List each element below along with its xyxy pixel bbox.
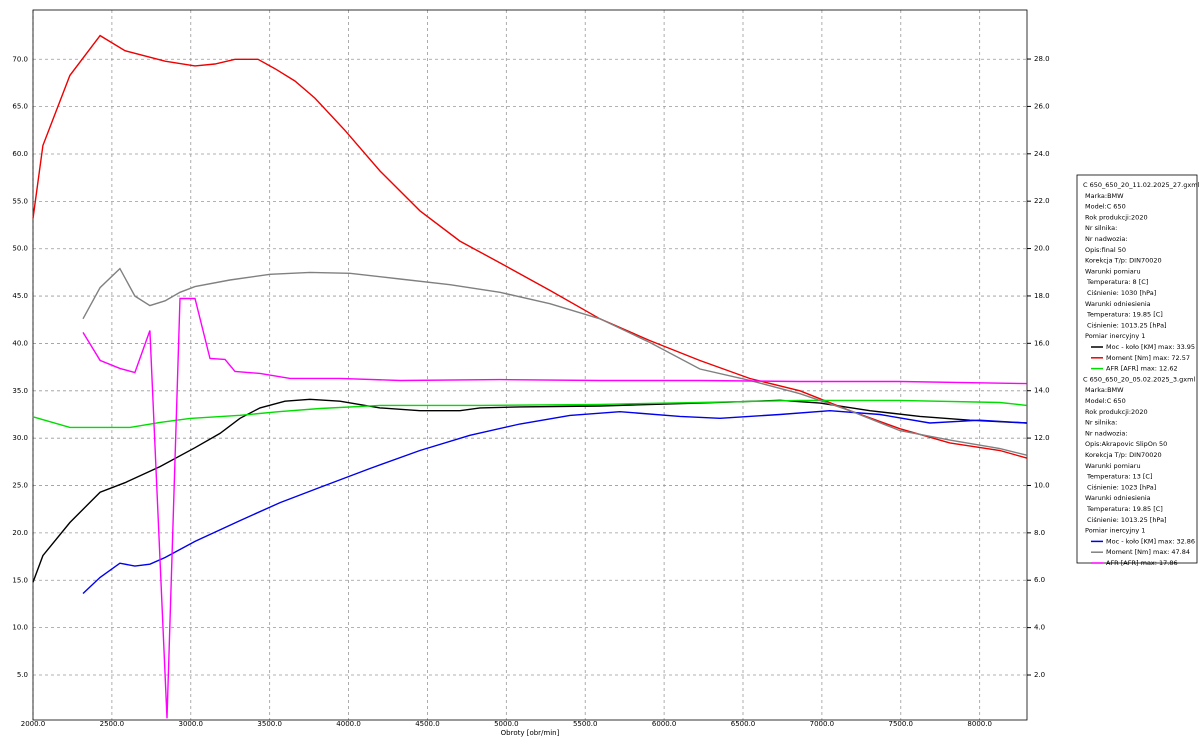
legend-text: Model:C 650	[1085, 203, 1126, 211]
y2-tick-label: 18.0	[1034, 292, 1050, 300]
y-tick-label: 35.0	[12, 387, 28, 395]
x-tick-label: 3000.0	[179, 720, 204, 728]
legend-entry: Moment [Nm] max: 47.84	[1106, 548, 1190, 556]
y-tick-label: 60.0	[12, 150, 28, 158]
legend-text: Warunki odniesienia	[1085, 300, 1151, 308]
legend: C 650_650_20_11.02.2025_27.gxml Marka:BMW…	[1076, 174, 1200, 567]
legend-text: Pomiar inercyjny 1	[1085, 332, 1145, 340]
series-line	[82, 409, 1027, 595]
x-tick-label: 4000.0	[336, 720, 361, 728]
legend-text: Korekcja T/p: DIN70020	[1085, 451, 1162, 459]
legend-text: Rok produkcji:2020	[1085, 213, 1148, 221]
legend-text: Ciśnienie: 1023 [hPa]	[1087, 483, 1156, 491]
x-axis-label: Obroty [obr/min]	[501, 729, 560, 737]
y-tick-label: 70.0	[12, 55, 28, 63]
legend-entry: Moment [Nm] max: 72.57	[1106, 354, 1190, 362]
legend-text: Opis:Akrapovic SlipOn 50	[1085, 440, 1167, 448]
x-tick-label: 2000.0	[21, 720, 46, 728]
y2-tick-label: 12.0	[1034, 434, 1050, 442]
legend-text: Warunki pomiaru	[1085, 267, 1141, 275]
y-tick-label: 40.0	[12, 339, 28, 347]
legend-text: Model:C 650	[1085, 397, 1126, 405]
legend-text: Ciśnienie: 1030 [hPa]	[1087, 289, 1156, 297]
y-tick-label: 30.0	[12, 434, 28, 442]
legend-text: Temperatura: 19.85 [C]	[1086, 311, 1163, 319]
y2-tick-label: 10.0	[1034, 481, 1050, 489]
y2-tick-label: 28.0	[1034, 55, 1050, 63]
x-tick-label: 3500.0	[257, 720, 282, 728]
y-tick-label: 5.0	[17, 671, 28, 679]
plot-frame	[32, 9, 1028, 721]
legend-text: Marka:BMW	[1085, 386, 1124, 394]
y-tick-label: 15.0	[12, 576, 28, 584]
legend-entry: Moc - koło [KM] max: 32.86	[1106, 537, 1195, 545]
series-line	[82, 297, 1027, 719]
legend-text: Nr silnika:	[1085, 224, 1117, 232]
legend-text: Temperatura: 8 [C]	[1086, 278, 1148, 286]
legend-text: Nr nadwozia:	[1085, 235, 1128, 243]
x-tick-label: 6000.0	[652, 720, 677, 728]
y2-tick-label: 20.0	[1034, 245, 1050, 253]
series-line	[32, 398, 1027, 583]
legend-text: Pomiar inercyjny 1	[1085, 527, 1145, 535]
legend-entry: AFR [AFR] max: 17.86	[1106, 559, 1178, 567]
legend-text: C 650_650_20_05.02.2025_3.gxml	[1083, 375, 1195, 383]
series-line	[82, 267, 1027, 456]
y2-tick-label: 6.0	[1034, 576, 1045, 584]
y2-tick-label: 24.0	[1034, 150, 1050, 158]
y2-tick-label: 14.0	[1034, 387, 1050, 395]
legend-text: Warunki pomiaru	[1085, 462, 1141, 470]
legend-text: Opis:final 50	[1085, 246, 1126, 254]
series-line	[32, 34, 1027, 459]
y-tick-label: 20.0	[12, 529, 28, 537]
x-tick-label: 7500.0	[889, 720, 914, 728]
legend-text: Warunki odniesienia	[1085, 494, 1151, 502]
x-tick-label: 4500.0	[415, 720, 440, 728]
x-tick-label: 5500.0	[573, 720, 598, 728]
y-tick-label: 25.0	[12, 482, 28, 490]
y2-tick-label: 26.0	[1034, 102, 1050, 110]
x-tick-label: 7000.0	[810, 720, 835, 728]
series-line	[32, 399, 1027, 429]
y-tick-label: 65.0	[12, 103, 28, 111]
y-tick-label: 55.0	[12, 197, 28, 205]
y2-tick-label: 2.0	[1034, 671, 1045, 679]
legend-text: Rok produkcji:2020	[1085, 408, 1148, 416]
y-tick-label: 10.0	[12, 624, 28, 632]
legend-entry: AFR [AFR] max: 12.62	[1106, 365, 1178, 373]
legend-text: C 650_650_20_11.02.2025_27.gxml	[1083, 181, 1200, 189]
legend-text: Marka:BMW	[1085, 192, 1124, 200]
x-tick-label: 6500.0	[731, 720, 756, 728]
y2-tick-label: 4.0	[1034, 624, 1045, 632]
legend-text: Temperatura: 13 [C]	[1086, 473, 1153, 481]
y2-tick-label: 8.0	[1034, 529, 1045, 537]
x-tick-label: 5000.0	[494, 720, 519, 728]
x-tick-label: 8000.0	[967, 720, 992, 728]
legend-text: Korekcja T/p: DIN70020	[1085, 257, 1162, 265]
legend-text: Ciśnienie: 1013.25 [hPa]	[1087, 516, 1167, 524]
legend-text: Nr nadwozia:	[1085, 429, 1128, 437]
legend-text: Temperatura: 19.85 [C]	[1086, 505, 1163, 513]
y-tick-label: 50.0	[12, 245, 28, 253]
legend-text: Nr silnika:	[1085, 419, 1117, 427]
y-tick-label: 45.0	[12, 292, 28, 300]
legend-entry: Moc - koło [KM] max: 33.95	[1106, 343, 1195, 351]
y2-tick-label: 16.0	[1034, 339, 1050, 347]
x-tick-label: 2500.0	[100, 720, 125, 728]
y2-tick-label: 22.0	[1034, 197, 1050, 205]
legend-text: Ciśnienie: 1013.25 [hPa]	[1087, 321, 1167, 329]
